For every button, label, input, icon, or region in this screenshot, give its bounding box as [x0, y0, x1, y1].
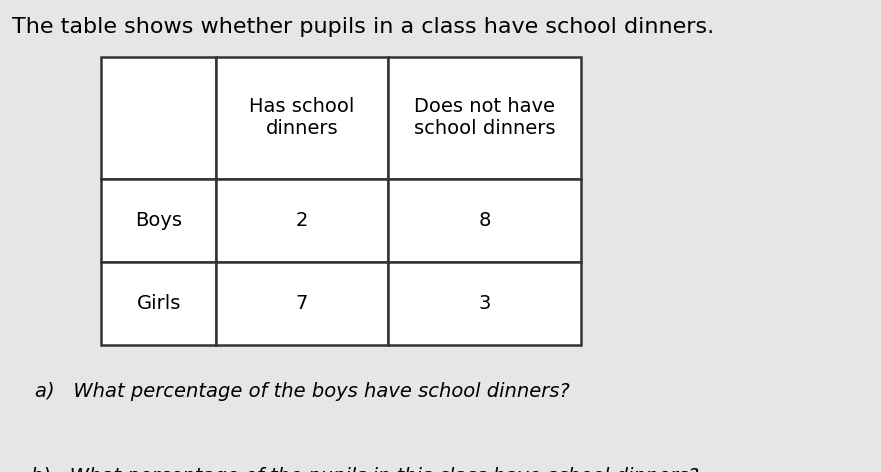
Bar [101, 179, 216, 262]
Text: b)   What percentage of the pupils in this class have school dinners?: b) What percentage of the pupils in this… [31, 467, 699, 472]
Bar [388, 179, 581, 262]
Bar [388, 57, 581, 179]
Text: Girls: Girls [137, 294, 181, 313]
Bar [101, 262, 216, 345]
Bar [216, 57, 388, 179]
Text: 8: 8 [478, 211, 491, 230]
Text: The table shows whether pupils in a class have school dinners.: The table shows whether pupils in a clas… [12, 17, 714, 36]
Text: a)   What percentage of the boys have school dinners?: a) What percentage of the boys have scho… [35, 382, 570, 401]
Text: Does not have
school dinners: Does not have school dinners [414, 98, 555, 138]
Text: 2: 2 [295, 211, 308, 230]
Bar [216, 179, 388, 262]
Text: 7: 7 [295, 294, 308, 313]
Text: Has school
dinners: Has school dinners [249, 98, 354, 138]
Bar [388, 262, 581, 345]
Bar [101, 57, 216, 179]
Text: 3: 3 [478, 294, 491, 313]
Text: Boys: Boys [135, 211, 182, 230]
Bar [216, 262, 388, 345]
